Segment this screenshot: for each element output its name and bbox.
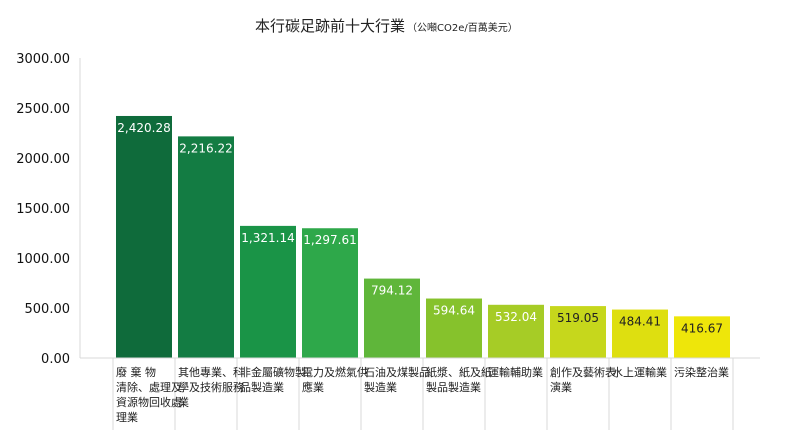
y-tick-label: 1500.00 <box>16 202 70 217</box>
x-tick-label-line: 品製造業 <box>240 380 284 394</box>
y-tick-label: 0.00 <box>41 352 70 367</box>
x-tick-label-line: 業 <box>178 396 189 409</box>
x-tick-label-line: 廢 棄 物 <box>116 365 160 379</box>
x-axis: 廢 棄 物 清除、處理及資源物回收處理業其他專業、科學及技術服務業非金屬礦物製品… <box>80 357 760 430</box>
data-label: 1,297.61 <box>303 233 356 247</box>
x-tick-label-line: 清除、處理及 <box>116 380 182 394</box>
y-tick-label: 1000.00 <box>16 252 70 267</box>
bar <box>488 304 544 358</box>
x-tick-label: 水上運輸業 <box>612 365 667 379</box>
data-label: 416.67 <box>681 321 723 335</box>
x-tick-label: 石油及煤製品製造業 <box>364 365 430 394</box>
bar <box>116 115 172 358</box>
data-label: 794.12 <box>371 284 413 298</box>
x-tick-label-line: 石油及煤製品 <box>364 365 430 379</box>
x-tick-label-line: 電力及燃氣供 <box>302 365 368 379</box>
chart-title-main: 本行碳足跡前十大行業 <box>255 17 405 35</box>
data-label: 519.05 <box>557 311 599 325</box>
x-tick-label-line: 運輸輔助業 <box>488 365 543 379</box>
bar <box>178 136 234 358</box>
x-tick-label-line: 資源物回收處 <box>116 395 182 409</box>
x-tick-label: 紙漿、紙及紙製品製造業 <box>426 365 492 394</box>
y-axis: 0.00 500.00 1000.00 1500.00 2000.00 2500.00 30… <box>16 52 81 367</box>
x-tick-label: 廢 棄 物 清除、處理及資源物回收處理業 <box>116 365 182 424</box>
y-tick-label: 2500.00 <box>16 102 70 117</box>
x-tick-label-line: 理業 <box>116 411 138 424</box>
x-tick-label-line: 製造業 <box>364 380 397 394</box>
y-tick-label: 3000.00 <box>16 52 70 67</box>
bar <box>674 316 730 358</box>
x-tick-label: 其他專業、科學及技術服務業 <box>178 365 244 409</box>
x-tick-label-line: 演業 <box>550 380 572 394</box>
x-tick-label-line: 水上運輸業 <box>612 365 667 379</box>
data-label: 1,321.14 <box>241 231 294 245</box>
bar <box>364 278 420 358</box>
bars: 2,420.28 2,216.22 1,321.14 1,297.61 794.12 59… <box>116 115 730 358</box>
bar <box>426 298 482 358</box>
x-tick-label-line: 其他專業、科 <box>178 365 244 379</box>
y-tick-label: 2000.00 <box>16 152 70 167</box>
x-tick-label: 運輸輔助業 <box>488 365 543 379</box>
x-tick-label: 電力及燃氣供應業 <box>302 365 368 394</box>
chart-title-sub: （公噸CO2e/百萬美元） <box>407 21 518 34</box>
x-tick-label-line: 非金屬礦物製 <box>240 365 306 379</box>
x-tick-label: 非金屬礦物製品製造業 <box>240 365 306 394</box>
x-tick-label: 創作及藝術表演業 <box>550 365 616 394</box>
data-label: 594.64 <box>433 304 475 318</box>
x-tick-label-line: 污染整治業 <box>674 365 729 379</box>
bar <box>302 228 358 358</box>
data-label: 484.41 <box>619 315 661 329</box>
data-label: 2,216.22 <box>179 141 232 155</box>
x-tick-label-line: 紙漿、紙及紙 <box>426 365 492 379</box>
x-tick-label-line: 應業 <box>302 380 324 394</box>
data-label: 2,420.28 <box>117 121 170 135</box>
y-tick-label: 500.00 <box>25 302 71 317</box>
bar <box>612 309 668 358</box>
bar <box>240 225 296 358</box>
x-tick-label-line: 製品製造業 <box>426 380 481 394</box>
x-tick-label-line: 學及技術服務 <box>178 380 244 394</box>
x-tick-label: 污染整治業 <box>674 365 729 379</box>
chart-title: 本行碳足跡前十大行業 （公噸CO2e/百萬美元） <box>255 17 518 35</box>
x-tick-label-line: 創作及藝術表 <box>550 365 616 379</box>
bar <box>550 306 606 358</box>
data-label: 532.04 <box>495 310 537 324</box>
